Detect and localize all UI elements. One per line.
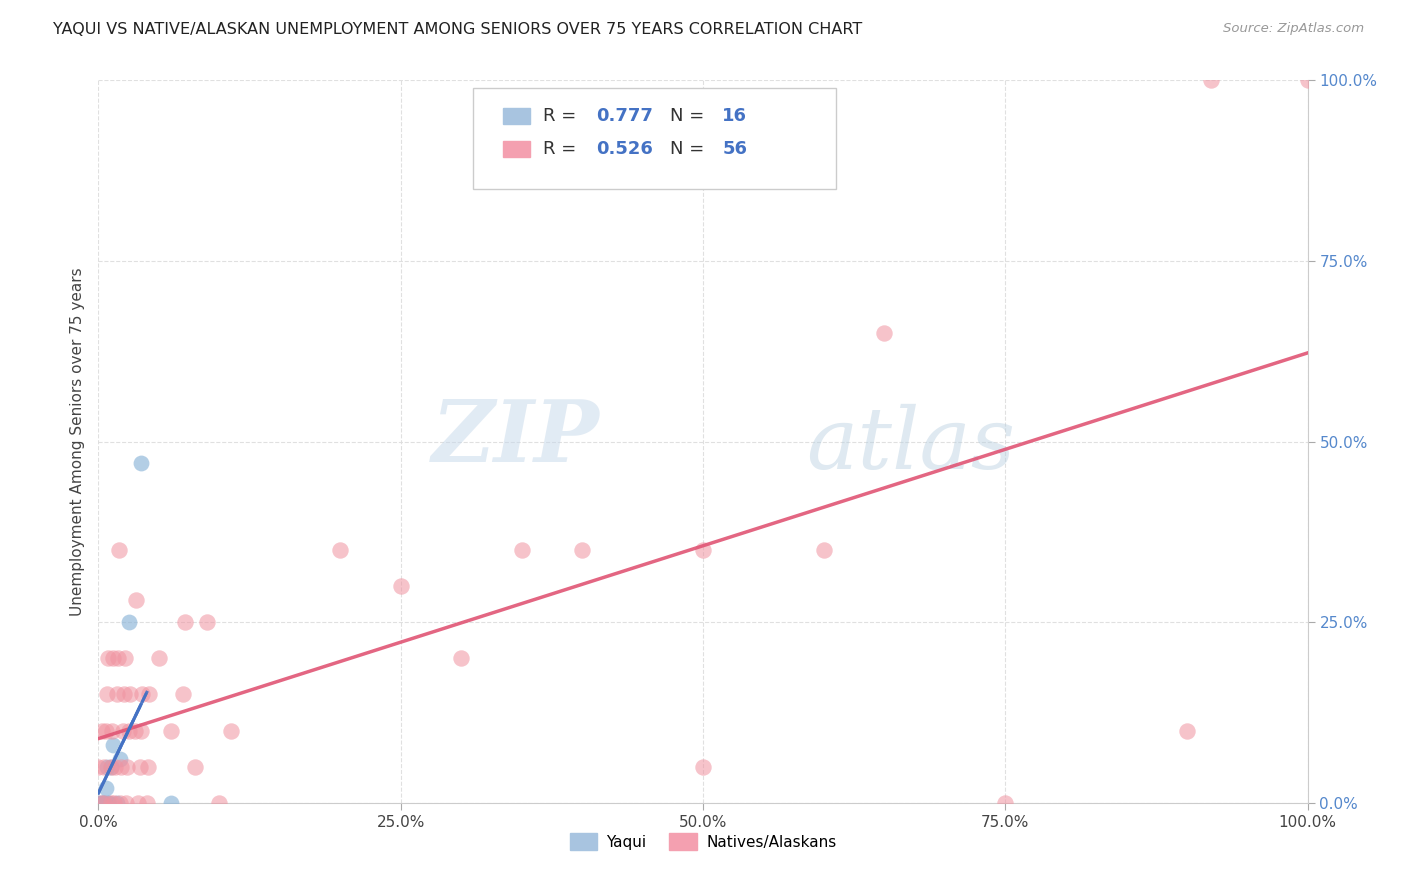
Point xyxy=(125,593,148,607)
Point xyxy=(98,796,121,810)
Point xyxy=(692,760,714,774)
Text: ZIP: ZIP xyxy=(433,396,600,480)
Point xyxy=(108,542,131,557)
Point xyxy=(136,760,159,774)
Point xyxy=(195,615,218,630)
Point xyxy=(93,796,115,810)
Point xyxy=(131,687,153,701)
Point xyxy=(172,687,194,701)
Point xyxy=(87,796,110,810)
Point xyxy=(87,760,110,774)
Text: 16: 16 xyxy=(723,107,748,126)
Point xyxy=(129,723,152,738)
Point xyxy=(127,796,149,810)
Point xyxy=(118,723,141,738)
Point xyxy=(112,687,135,701)
Point xyxy=(129,456,152,470)
Point xyxy=(510,542,533,557)
Y-axis label: Unemployment Among Seniors over 75 years: Unemployment Among Seniors over 75 years xyxy=(69,268,84,615)
Point xyxy=(100,760,122,774)
Text: N =: N = xyxy=(671,107,710,126)
Point xyxy=(94,723,117,738)
Point xyxy=(93,760,115,774)
Point xyxy=(184,760,207,774)
Point xyxy=(100,796,122,810)
Point xyxy=(221,723,243,738)
Point xyxy=(97,796,120,810)
Text: 0.777: 0.777 xyxy=(596,107,654,126)
Point xyxy=(104,760,127,774)
Point xyxy=(96,687,118,701)
Point xyxy=(692,542,714,557)
Point xyxy=(389,579,412,593)
Text: Source: ZipAtlas.com: Source: ZipAtlas.com xyxy=(1223,22,1364,36)
Point xyxy=(101,738,124,752)
Point xyxy=(108,796,131,810)
Point xyxy=(91,796,114,810)
Point xyxy=(450,651,472,665)
Point xyxy=(1199,73,1222,87)
Text: 0.526: 0.526 xyxy=(596,140,654,158)
Point xyxy=(1175,723,1198,738)
Point xyxy=(110,760,132,774)
Point xyxy=(114,651,136,665)
Text: R =: R = xyxy=(543,107,582,126)
Point xyxy=(118,615,141,630)
Point xyxy=(90,796,112,810)
Point xyxy=(108,752,131,766)
Point xyxy=(571,542,593,557)
Point xyxy=(148,651,170,665)
Point xyxy=(124,723,146,738)
Text: R =: R = xyxy=(543,140,582,158)
Point xyxy=(160,796,183,810)
Point xyxy=(103,796,125,810)
Point xyxy=(100,723,122,738)
Point xyxy=(208,796,231,810)
Point xyxy=(91,723,114,738)
Point xyxy=(135,796,157,810)
FancyBboxPatch shape xyxy=(474,87,837,189)
Point xyxy=(101,651,124,665)
Point xyxy=(91,796,114,810)
Point xyxy=(90,796,112,810)
Text: atlas: atlas xyxy=(806,404,1015,486)
FancyBboxPatch shape xyxy=(503,109,530,124)
Point xyxy=(994,796,1017,810)
Point xyxy=(117,760,139,774)
Point xyxy=(813,542,835,557)
Point xyxy=(160,723,183,738)
Point xyxy=(94,781,117,796)
Point xyxy=(115,796,138,810)
Point xyxy=(100,760,122,774)
Point xyxy=(105,796,128,810)
Point xyxy=(128,760,150,774)
Point xyxy=(96,760,118,774)
Point xyxy=(111,723,134,738)
Text: N =: N = xyxy=(671,140,710,158)
FancyBboxPatch shape xyxy=(503,141,530,157)
Point xyxy=(107,651,129,665)
Text: 56: 56 xyxy=(723,140,748,158)
Text: YAQUI VS NATIVE/ALASKAN UNEMPLOYMENT AMONG SENIORS OVER 75 YEARS CORRELATION CHA: YAQUI VS NATIVE/ALASKAN UNEMPLOYMENT AMO… xyxy=(53,22,863,37)
Point xyxy=(329,542,352,557)
Point xyxy=(118,687,141,701)
Point xyxy=(1296,73,1319,87)
Point xyxy=(138,687,160,701)
Point xyxy=(105,687,128,701)
Point xyxy=(174,615,197,630)
Point xyxy=(93,796,115,810)
Legend: Yaqui, Natives/Alaskans: Yaqui, Natives/Alaskans xyxy=(564,827,842,856)
Point xyxy=(873,326,896,340)
Point xyxy=(97,651,120,665)
